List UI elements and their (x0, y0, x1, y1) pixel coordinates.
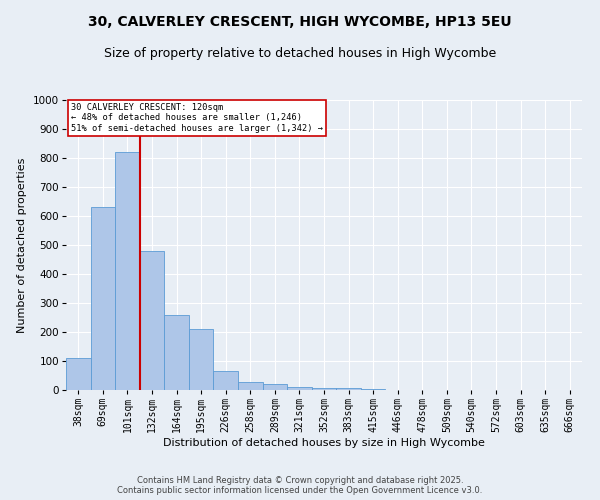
Bar (336, 388, 361, 390)
Text: Contains HM Land Registry data © Crown copyright and database right 2025.
Contai: Contains HM Land Registry data © Crown c… (118, 476, 482, 495)
Bar (287, 386, 312, 390)
Text: 30, CALVERLEY CRESCENT, HIGH WYCOMBE, HP13 5EU: 30, CALVERLEY CRESCENT, HIGH WYCOMBE, HP… (88, 15, 512, 29)
X-axis label: Distribution of detached houses by size in High Wycombe: Distribution of detached houses by size … (163, 438, 485, 448)
Text: Size of property relative to detached houses in High Wycombe: Size of property relative to detached ho… (104, 48, 496, 60)
Bar (115, 152, 140, 390)
Bar (361, 388, 385, 390)
Bar (312, 388, 336, 390)
Y-axis label: Number of detached properties: Number of detached properties (17, 158, 28, 332)
Bar (263, 384, 287, 390)
Text: 30 CALVERLEY CRESCENT: 120sqm
← 48% of detached houses are smaller (1,246)
51% o: 30 CALVERLEY CRESCENT: 120sqm ← 48% of d… (71, 103, 323, 132)
Bar (140, 251, 164, 390)
Bar (189, 329, 214, 390)
Bar (238, 382, 263, 390)
Bar (91, 208, 115, 390)
Bar (66, 358, 91, 390)
Bar (164, 314, 189, 390)
Bar (214, 371, 238, 390)
